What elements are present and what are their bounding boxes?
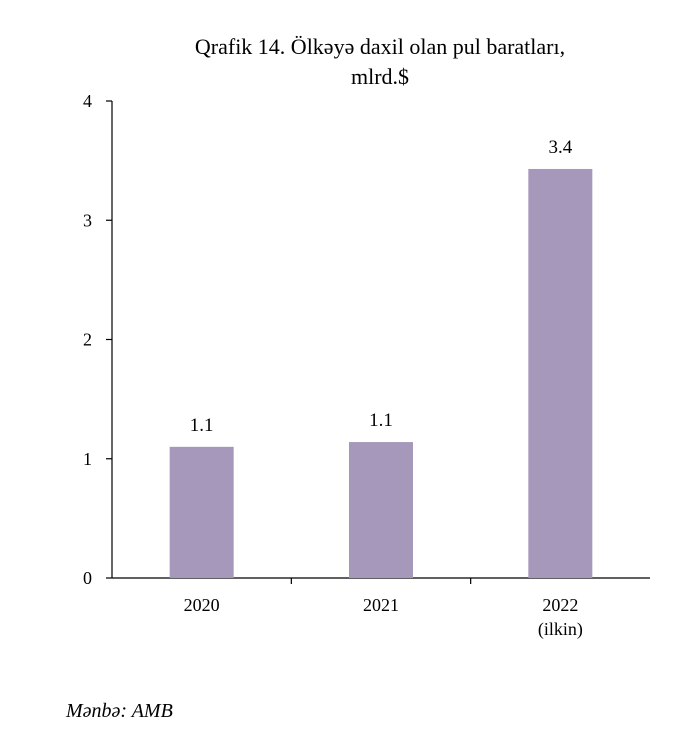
x-category-label: 2022 <box>542 595 578 615</box>
y-tick-label: 2 <box>83 330 92 350</box>
bar-value-label: 1.1 <box>369 410 393 431</box>
bar-value-label: 1.1 <box>190 415 214 436</box>
bar <box>349 442 413 578</box>
y-tick-label: 4 <box>83 91 92 111</box>
y-tick-label: 1 <box>83 449 92 469</box>
bar <box>528 168 593 578</box>
x-category-label: (ilkin) <box>538 619 583 640</box>
chart-title-line-2: mlrd.$ <box>350 64 410 89</box>
x-category-label: 2021 <box>363 595 399 615</box>
bar <box>169 446 234 578</box>
bars <box>169 168 593 578</box>
bar-value-label: 3.4 <box>548 137 572 158</box>
y-tick-label: 0 <box>83 568 92 588</box>
y-tick-label: 3 <box>83 210 92 230</box>
chart-title: Qrafik 14. Ölkəyə daxil olan pul baratla… <box>150 32 610 92</box>
labels: 0 1 2 3 4 1.1 2020 1.1 2021 3.4 2022 (ilkin) <box>83 91 583 640</box>
chart-title-line-1: Qrafik 14. Ölkəyə daxil olan pul baratla… <box>194 34 566 59</box>
source-note: Mənbə: AMB <box>66 700 173 722</box>
x-category-label: 2020 <box>184 595 220 615</box>
